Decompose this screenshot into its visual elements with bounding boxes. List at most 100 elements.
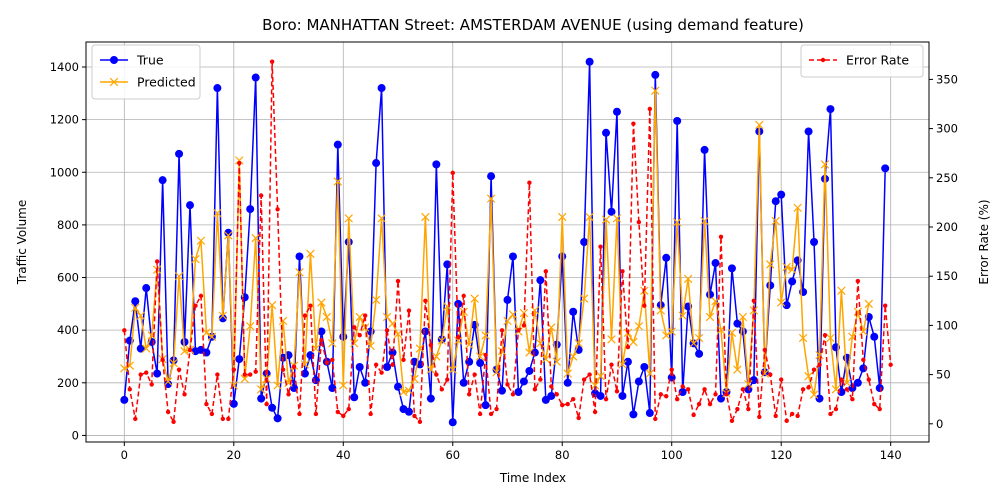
data-point <box>810 238 819 246</box>
data-point <box>516 328 521 333</box>
data-point <box>445 377 450 382</box>
data-point <box>406 308 412 313</box>
data-point <box>494 406 499 412</box>
data-point <box>525 348 534 357</box>
data-point <box>672 218 682 227</box>
y-tick-label: 400 <box>57 323 79 337</box>
data-point <box>439 387 445 392</box>
data-point <box>826 333 835 343</box>
legend-marker <box>820 57 826 63</box>
data-point <box>379 370 384 375</box>
data-point <box>226 416 231 422</box>
data-point <box>373 362 379 367</box>
data-point <box>350 339 359 348</box>
data-point <box>182 392 187 397</box>
data-point <box>317 327 326 336</box>
data-point <box>811 367 817 372</box>
data-point <box>656 306 665 315</box>
data-point <box>328 339 337 348</box>
data-point <box>618 360 627 369</box>
data-point <box>678 311 687 320</box>
data-point <box>724 392 729 397</box>
data-point <box>800 387 806 392</box>
data-point <box>165 409 171 415</box>
data-point <box>519 377 528 386</box>
data-point <box>246 205 255 214</box>
data-point <box>335 409 341 415</box>
data-point <box>744 379 753 389</box>
data-point <box>645 409 654 418</box>
data-point <box>481 331 490 340</box>
y-tick-label: 800 <box>57 218 79 232</box>
data-point <box>609 362 614 367</box>
data-point <box>371 295 381 305</box>
data-point <box>352 325 357 330</box>
data-point <box>634 321 644 331</box>
data-point <box>727 328 737 338</box>
data-point <box>248 372 253 377</box>
data-point <box>530 348 539 357</box>
x-tick-label: 20 <box>226 448 241 462</box>
data-point <box>215 372 220 377</box>
data-point <box>525 366 534 375</box>
data-point <box>881 164 890 173</box>
y-tick-label: 1400 <box>50 60 79 74</box>
data-point <box>787 265 797 274</box>
data-point <box>795 413 800 419</box>
legend-label: True <box>136 53 164 68</box>
y2-tick-label: 350 <box>936 72 958 86</box>
data-point <box>207 332 217 341</box>
data-point <box>749 376 758 385</box>
data-point <box>477 411 483 417</box>
data-point <box>651 86 660 95</box>
data-point <box>508 252 517 261</box>
data-point <box>532 387 538 392</box>
data-point <box>629 337 638 347</box>
data-point <box>417 419 423 425</box>
data-point <box>601 215 611 224</box>
data-point <box>707 401 713 407</box>
y-tick-label: 0 <box>72 428 79 442</box>
data-point <box>297 411 302 417</box>
data-point <box>448 418 457 427</box>
data-point <box>683 274 693 284</box>
data-point <box>136 344 145 353</box>
data-point <box>122 328 127 333</box>
data-point <box>570 396 576 402</box>
data-point <box>782 301 791 310</box>
data-point <box>519 308 529 318</box>
data-point <box>355 312 364 322</box>
legend-label: Predicted <box>137 75 196 90</box>
data-point <box>623 357 632 366</box>
data-point <box>618 391 627 400</box>
data-point <box>149 382 154 387</box>
x-tick-label: 140 <box>880 448 902 462</box>
data-point <box>694 333 704 343</box>
series-predicted <box>120 86 874 399</box>
data-point <box>782 262 791 272</box>
data-point <box>404 386 414 395</box>
y2-tick-label: 250 <box>936 171 958 185</box>
data-point <box>368 411 373 417</box>
data-point <box>432 160 441 169</box>
data-point <box>131 297 140 306</box>
data-point <box>552 357 561 366</box>
data-point <box>273 381 282 390</box>
data-point <box>711 259 720 268</box>
legend-marker <box>109 77 119 87</box>
data-point <box>674 396 680 402</box>
data-point <box>302 313 308 318</box>
data-point <box>766 260 775 269</box>
data-point <box>384 328 390 333</box>
series-true <box>120 57 890 427</box>
data-point <box>213 208 222 218</box>
series-line <box>123 60 892 423</box>
data-point <box>187 347 193 353</box>
y-tick-label: 200 <box>57 376 79 390</box>
data-point <box>596 391 605 400</box>
data-point <box>503 316 512 326</box>
data-point <box>645 369 655 378</box>
data-point <box>702 387 707 392</box>
data-point <box>361 378 370 387</box>
